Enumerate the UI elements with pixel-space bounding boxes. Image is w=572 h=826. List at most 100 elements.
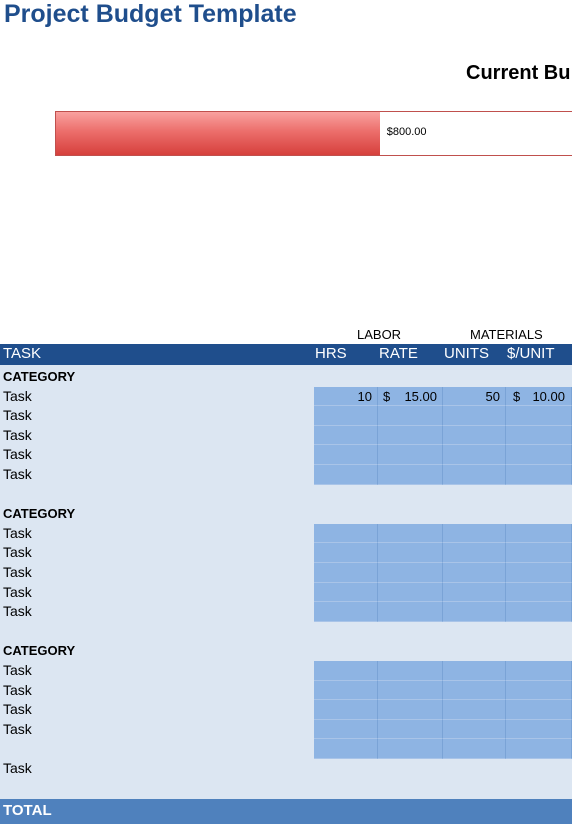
hrs-cell[interactable]: 10 — [314, 386, 378, 407]
category-label: CATEGORY — [3, 643, 76, 659]
per-unit-cell[interactable] — [506, 445, 572, 465]
hrs-cell[interactable] — [314, 680, 378, 701]
task-label: Task — [3, 426, 32, 443]
total-label: TOTAL — [3, 802, 52, 819]
header-rate: RATE — [379, 345, 418, 362]
page-title: Project Budget Template — [4, 0, 297, 28]
task-label: Task — [3, 760, 32, 776]
hrs-cell[interactable] — [314, 523, 378, 544]
blank-row — [0, 485, 572, 505]
header-hrs: HRS — [315, 345, 347, 362]
rate-cell[interactable] — [378, 719, 443, 740]
hrs-cell[interactable] — [314, 739, 378, 759]
units-cell[interactable] — [443, 661, 506, 681]
task-row: Task — [0, 563, 572, 583]
per-unit-cell[interactable] — [506, 425, 572, 446]
header-per-unit: $/UNIT — [507, 345, 555, 362]
category-row: CATEGORY — [0, 641, 572, 661]
task-row: Task — [0, 543, 572, 563]
rate-cell[interactable]: $15.00 — [378, 386, 443, 407]
rate-cell[interactable] — [378, 523, 443, 544]
header-units: UNITS — [444, 345, 489, 362]
budget-value: $800.00 — [386, 126, 427, 138]
hrs-cell[interactable] — [314, 602, 378, 622]
per-unit-value: 10.00 — [532, 388, 565, 404]
units-cell[interactable] — [443, 406, 506, 426]
units-cell[interactable]: 50 — [443, 386, 506, 407]
task-row: 10 $15.00 50 $10.00 Task — [0, 386, 572, 407]
per-unit-cell[interactable] — [506, 719, 572, 740]
per-unit-cell[interactable] — [506, 563, 572, 583]
task-label: Task — [3, 466, 32, 482]
hrs-cell[interactable] — [314, 719, 378, 740]
task-label: Task — [3, 603, 32, 620]
total-row: TOTAL — [0, 799, 572, 824]
per-unit-cell[interactable] — [506, 523, 572, 544]
rate-cell[interactable] — [378, 406, 443, 426]
per-unit-cell[interactable] — [506, 465, 572, 485]
per-unit-cell[interactable] — [506, 680, 572, 701]
per-unit-cell[interactable] — [506, 582, 572, 603]
header-task: TASK — [3, 345, 42, 362]
rate-cell[interactable] — [378, 602, 443, 622]
hrs-cell[interactable] — [314, 445, 378, 465]
table-header-row: TASK HRS RATE UNITS $/UNIT — [0, 344, 572, 365]
task-label: Task — [3, 583, 32, 600]
rate-cell[interactable] — [378, 700, 443, 720]
rate-cell[interactable] — [378, 445, 443, 465]
units-cell[interactable] — [443, 465, 506, 485]
task-row: Task — [0, 759, 572, 779]
units-cell[interactable] — [443, 719, 506, 740]
rate-cell[interactable] — [378, 680, 443, 701]
per-unit-cell[interactable] — [506, 602, 572, 622]
rate-cell[interactable] — [378, 465, 443, 485]
units-cell[interactable] — [443, 523, 506, 544]
rate-value: 15.00 — [404, 388, 437, 404]
rate-cell[interactable] — [378, 563, 443, 583]
units-cell[interactable] — [443, 582, 506, 603]
units-cell[interactable] — [443, 425, 506, 446]
blank-row — [0, 622, 572, 642]
hrs-cell[interactable] — [314, 465, 378, 485]
task-row: Task — [0, 465, 572, 485]
hrs-cell[interactable] — [314, 700, 378, 720]
hrs-cell[interactable] — [314, 425, 378, 446]
labor-group-header: LABOR — [357, 327, 402, 342]
task-row: Task — [0, 523, 572, 544]
hrs-cell[interactable] — [314, 661, 378, 681]
category-row: CATEGORY — [0, 367, 572, 387]
task-row: Task — [0, 445, 572, 465]
per-unit-cell[interactable] — [506, 543, 572, 563]
rate-cell[interactable] — [378, 661, 443, 681]
units-cell[interactable] — [443, 680, 506, 701]
hrs-cell[interactable] — [314, 582, 378, 603]
budget-table-body: CATEGORY 10 $15.00 50 $10.00 Task Task Task Task… — [0, 365, 572, 799]
task-label: Task — [3, 681, 32, 698]
per-unit-cell[interactable] — [506, 700, 572, 720]
current-budget-label: Current Bu — [466, 62, 571, 84]
category-label: CATEGORY — [3, 506, 76, 522]
units-cell[interactable] — [443, 563, 506, 583]
per-unit-cell[interactable] — [506, 739, 572, 759]
hrs-cell[interactable] — [314, 406, 378, 426]
per-unit-cell[interactable] — [506, 406, 572, 426]
hrs-cell[interactable] — [314, 563, 378, 583]
task-label: Task — [3, 662, 32, 678]
per-unit-cell[interactable] — [506, 661, 572, 681]
budget-progress-bar: $800.00 — [55, 111, 572, 156]
rate-cell[interactable] — [378, 543, 443, 563]
units-cell[interactable] — [443, 445, 506, 465]
rate-cell[interactable] — [378, 739, 443, 759]
task-label: Task — [3, 564, 32, 580]
units-cell[interactable] — [443, 739, 506, 759]
per-unit-cell[interactable]: $10.00 — [506, 386, 572, 407]
task-row: Task — [0, 719, 572, 740]
units-cell[interactable] — [443, 700, 506, 720]
hrs-cell[interactable] — [314, 543, 378, 563]
rate-cell[interactable] — [378, 425, 443, 446]
task-label: Task — [3, 544, 32, 561]
rate-cell[interactable] — [378, 582, 443, 603]
units-cell[interactable] — [443, 543, 506, 563]
task-row: Task — [0, 680, 572, 701]
units-cell[interactable] — [443, 602, 506, 622]
